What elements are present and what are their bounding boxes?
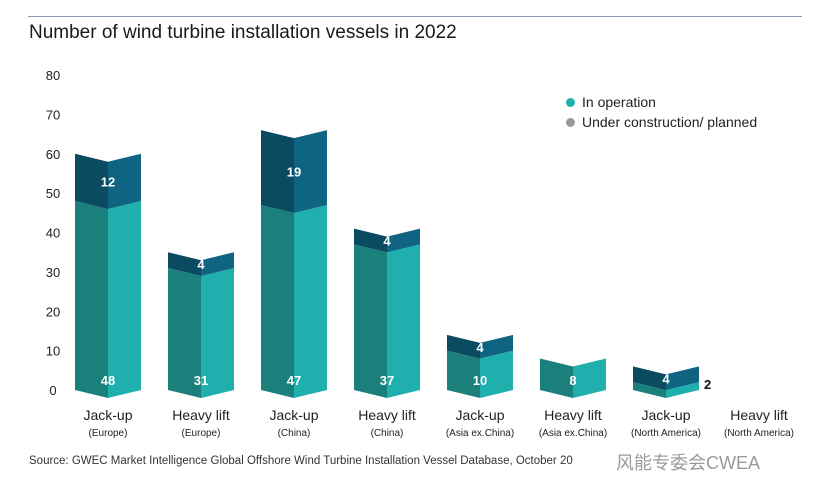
data-label: 10 [473,373,487,388]
bar-segment-left [354,244,387,398]
x-tick-sublabel: (Europe) [89,428,128,439]
data-label: 47 [287,373,301,388]
bar-segment-right [387,244,420,398]
bar-segment-left [75,201,108,398]
x-tick-label: Heavy lift [730,407,788,423]
y-tick-label: 70 [46,107,60,122]
x-tick-label: Heavy lift [172,407,230,423]
bar-segment-right [573,358,606,398]
bar-segment-left [261,130,294,213]
y-tick-label: 0 [49,383,56,398]
x-tick-sublabel: (China) [278,428,311,439]
legend-item-in-operation: In operation [566,92,757,112]
y-tick-label: 30 [46,265,60,280]
bar-segment-left [168,267,201,398]
legend-swatch [566,117,575,127]
data-label: 4 [662,371,670,386]
x-tick-sublabel: (North America) [631,428,701,439]
y-tick-label: 80 [46,68,60,83]
bar-segment-right [108,153,141,209]
bar-segment-right [108,201,141,398]
x-tick-sublabel: (North America) [724,428,794,439]
bar-segment-right [480,334,513,359]
bar-segment-right [666,366,699,391]
x-tick-label: Heavy lift [358,407,416,423]
y-tick-label: 60 [46,147,60,162]
bar-segment-right [666,382,699,398]
data-label: 12 [101,174,115,189]
bar-segment-left [447,350,480,398]
x-tick-label: Heavy lift [544,407,602,423]
y-tick-label: 50 [46,186,60,201]
data-label: 8 [569,373,576,388]
x-tick-label: Jack-up [455,407,504,423]
bar-segment-left [540,358,573,398]
legend-label: In operation [582,94,656,110]
y-tick-label: 10 [46,344,60,359]
legend-item-under-construction: Under construction/ planned [566,112,757,132]
watermark: 风能专委会CWEA [616,453,760,473]
data-label: 37 [380,373,394,388]
data-label: 4 [383,233,391,248]
bar-segment-left [633,366,666,391]
top-rule [28,16,802,17]
x-tick-sublabel: (Asia ex.China) [539,428,607,439]
legend-swatch [566,97,575,107]
data-label: 2 [704,377,711,392]
y-tick-label: 40 [46,226,60,241]
data-label: 4 [476,340,484,355]
x-tick-sublabel: (China) [371,428,404,439]
bar-segment-right [387,228,420,253]
x-tick-sublabel: (Europe) [182,428,221,439]
source-note: Source: GWEC Market Intelligence Global … [29,455,573,467]
x-tick-label: Jack-up [83,407,132,423]
chart-title: Number of wind turbine installation vess… [29,22,457,43]
bar-segment-right [201,252,234,276]
data-label: 48 [101,373,115,388]
legend-label: Under construction/ planned [582,114,758,130]
data-label: 4 [197,257,205,272]
bar-segment-left [261,204,294,398]
bar-segment-left [75,153,108,209]
x-tick-label: Jack-up [269,407,318,423]
x-tick-label: Jack-up [641,407,690,423]
y-tick-label: 20 [46,304,60,319]
bar-segment-right [294,204,327,398]
bar-segment-right [294,130,327,213]
bar-segment-left [633,382,666,398]
data-label: 19 [287,165,301,180]
data-label: 31 [194,373,208,388]
bar-segment-left [168,252,201,276]
bar-segment-left [447,334,480,359]
legend: In operation Under construction/ planned [566,92,757,132]
x-tick-sublabel: (Asia ex.China) [446,428,514,439]
bar-segment-left [354,228,387,253]
bar-segment-right [480,350,513,398]
bar-segment-right [201,267,234,398]
